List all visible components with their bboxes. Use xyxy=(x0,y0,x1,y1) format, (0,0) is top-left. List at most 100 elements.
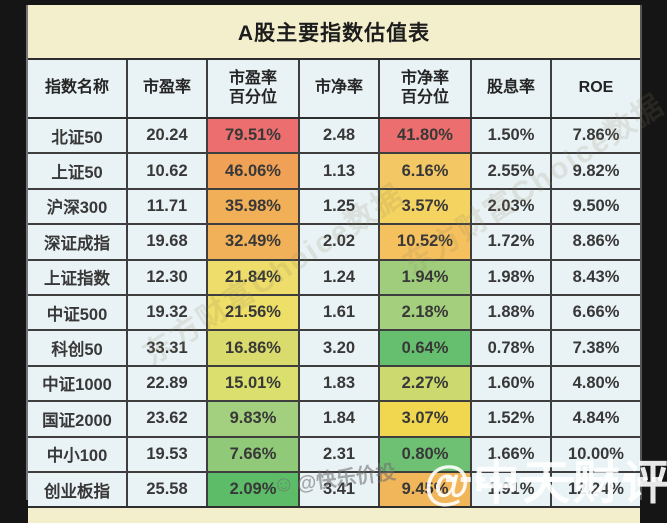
pe-cell: 23.62 xyxy=(128,402,208,436)
roe-cell: 7.38% xyxy=(552,331,640,365)
pe-percentile-cell: 21.84% xyxy=(208,260,300,294)
pb-cell: 1.24 xyxy=(300,260,380,294)
header-pe-percentile: 市盈率 百分位 xyxy=(208,60,300,117)
dividend-yield-cell: 1.98% xyxy=(472,260,552,294)
page-title: A股主要指数估值表 xyxy=(28,5,640,60)
index-name-cell: 北证50 xyxy=(28,119,128,153)
pb-percentile-cell: 6.16% xyxy=(380,154,472,188)
pb-cell: 3.41 xyxy=(300,472,380,507)
pb-percentile-cell: 3.57% xyxy=(380,189,472,224)
dividend-yield-cell: 2.55% xyxy=(472,154,552,188)
table-row: 中证1000 22.89 15.01% 1.83 2.27% 1.60% 4.80% xyxy=(28,366,640,403)
header-dividend-yield: 股息率 xyxy=(472,60,552,117)
roe-cell: 4.84% xyxy=(552,402,640,436)
pb-cell: 1.13 xyxy=(300,154,380,188)
index-name-cell: 中小100 xyxy=(28,437,128,471)
pe-cell: 10.62 xyxy=(128,154,208,188)
valuation-table: A股主要指数估值表 指数名称 市盈率 市盈率 百分位 市净率 市净率 百分位 股… xyxy=(28,5,640,523)
roe-cell: 9.82% xyxy=(552,154,640,188)
table-row: 国证2000 23.62 9.83% 1.84 3.07% 1.52% 4.84% xyxy=(28,402,640,438)
pe-cell: 22.89 xyxy=(128,366,208,401)
pe-percentile-cell: 9.83% xyxy=(208,402,300,436)
index-name-cell: 沪深300 xyxy=(28,189,128,224)
pb-cell: 1.84 xyxy=(300,402,380,436)
table-row: 上证指数 12.30 21.84% 1.24 1.94% 1.98% 8.43% xyxy=(28,260,640,296)
index-name-cell: 深证成指 xyxy=(28,225,128,259)
dividend-yield-cell: 1.66% xyxy=(472,437,552,471)
roe-cell: 4.80% xyxy=(552,366,640,401)
index-name-cell: 科创50 xyxy=(28,331,128,365)
pb-percentile-cell: 2.18% xyxy=(380,295,472,330)
dividend-yield-cell: 1.60% xyxy=(472,366,552,401)
pb-percentile-cell: 0.64% xyxy=(380,331,472,365)
table-row: 北证50 20.24 79.51% 2.48 41.80% 1.50% 7.86% xyxy=(28,119,640,155)
pe-cell: 19.32 xyxy=(128,295,208,330)
pe-percentile-cell: 16.86% xyxy=(208,331,300,365)
index-name-cell: 国证2000 xyxy=(28,402,128,436)
roe-cell: 12.24% xyxy=(552,472,640,507)
roe-cell: 9.50% xyxy=(552,189,640,224)
index-name-cell: 中证1000 xyxy=(28,366,128,401)
pe-percentile-cell: 15.01% xyxy=(208,366,300,401)
pb-percentile-cell: 10.52% xyxy=(380,225,472,259)
header-pe: 市盈率 xyxy=(128,60,208,117)
bottom-strip xyxy=(28,508,640,523)
pb-percentile-cell: 3.07% xyxy=(380,402,472,436)
pb-percentile-cell: 1.94% xyxy=(380,260,472,294)
index-name-cell: 上证50 xyxy=(28,154,128,188)
pe-cell: 33.31 xyxy=(128,331,208,365)
pb-cell: 1.25 xyxy=(300,189,380,224)
pe-cell: 11.71 xyxy=(128,189,208,224)
pe-percentile-cell: 79.51% xyxy=(208,119,300,153)
pb-cell: 1.61 xyxy=(300,295,380,330)
table-row: 中小100 19.53 7.66% 2.31 0.80% 1.66% 10.00% xyxy=(28,437,640,473)
index-name-cell: 中证500 xyxy=(28,295,128,330)
pb-cell: 2.48 xyxy=(300,119,380,153)
dividend-yield-cell: 1.52% xyxy=(472,402,552,436)
dividend-yield-cell: 0.78% xyxy=(472,331,552,365)
pe-percentile-cell: 2.09% xyxy=(208,472,300,507)
pe-percentile-cell: 32.49% xyxy=(208,225,300,259)
header-roe: ROE xyxy=(578,79,614,97)
pb-cell: 1.83 xyxy=(300,366,380,401)
pe-cell: 19.68 xyxy=(128,225,208,259)
pb-cell: 3.20 xyxy=(300,331,380,365)
roe-cell: 8.86% xyxy=(552,225,640,259)
pb-percentile-cell: 9.45% xyxy=(380,472,472,507)
header-pb: 市净率 xyxy=(300,60,380,117)
table-row: 中证500 19.32 21.56% 1.61 2.18% 1.88% 6.66% xyxy=(28,295,640,332)
pe-cell: 25.58 xyxy=(128,472,208,507)
header-pb-percentile: 市净率 百分位 xyxy=(380,60,472,117)
roe-cell: 8.43% xyxy=(552,260,640,294)
pe-cell: 12.30 xyxy=(128,260,208,294)
dividend-yield-cell: 1.50% xyxy=(472,119,552,153)
pe-percentile-cell: 46.06% xyxy=(208,154,300,188)
pb-cell: 2.02 xyxy=(300,225,380,259)
pe-cell: 20.24 xyxy=(128,119,208,153)
table-row: 深证成指 19.68 32.49% 2.02 10.52% 1.72% 8.86% xyxy=(28,225,640,261)
pe-percentile-cell: 7.66% xyxy=(208,437,300,471)
table-row: 创业板指 25.58 2.09% 3.41 9.45% 1.91% 12.24% xyxy=(28,472,640,507)
table-row: 科创50 33.31 16.86% 3.20 0.64% 0.78% 7.38% xyxy=(28,331,640,367)
roe-cell: 6.66% xyxy=(552,295,640,330)
table-header-row: 指数名称 市盈率 市盈率 百分位 市净率 市净率 百分位 股息率 ROE xyxy=(28,60,640,119)
dividend-yield-cell: 1.72% xyxy=(472,225,552,259)
index-name-cell: 创业板指 xyxy=(28,472,128,507)
dividend-yield-cell: 2.03% xyxy=(472,189,552,224)
pb-percentile-cell: 0.80% xyxy=(380,437,472,471)
pe-cell: 19.53 xyxy=(128,437,208,471)
header-index-name: 指数名称 xyxy=(28,60,128,117)
pb-cell: 2.31 xyxy=(300,437,380,471)
pe-percentile-cell: 21.56% xyxy=(208,295,300,330)
pb-percentile-cell: 41.80% xyxy=(380,119,472,153)
roe-cell: 7.86% xyxy=(552,119,640,153)
pe-percentile-cell: 35.98% xyxy=(208,189,300,224)
index-name-cell: 上证指数 xyxy=(28,260,128,294)
table-body: 北证50 20.24 79.51% 2.48 41.80% 1.50% 7.86% 上证50 1… xyxy=(28,119,640,509)
pb-percentile-cell: 2.27% xyxy=(380,366,472,401)
table-row: 上证50 10.62 46.06% 1.13 6.16% 2.55% 9.82% xyxy=(28,154,640,190)
dividend-yield-cell: 1.91% xyxy=(472,472,552,507)
roe-cell: 10.00% xyxy=(552,437,640,471)
table-row: 沪深300 11.71 35.98% 1.25 3.57% 2.03% 9.50% xyxy=(28,189,640,226)
dividend-yield-cell: 1.88% xyxy=(472,295,552,330)
